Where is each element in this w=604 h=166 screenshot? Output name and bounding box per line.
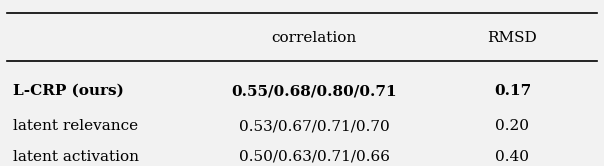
Text: RMSD: RMSD	[487, 31, 538, 45]
Text: 0.53/0.67/0.71/0.70: 0.53/0.67/0.71/0.70	[239, 119, 390, 133]
Text: correlation: correlation	[271, 31, 356, 45]
Text: 0.17: 0.17	[494, 84, 531, 98]
Text: latent relevance: latent relevance	[13, 119, 138, 133]
Text: latent activation: latent activation	[13, 150, 140, 164]
Text: 0.40: 0.40	[495, 150, 530, 164]
Text: 0.50/0.63/0.71/0.66: 0.50/0.63/0.71/0.66	[239, 150, 390, 164]
Text: 0.55/0.68/0.80/0.71: 0.55/0.68/0.80/0.71	[231, 84, 397, 98]
Text: 0.20: 0.20	[495, 119, 530, 133]
Text: L-CRP (ours): L-CRP (ours)	[13, 84, 124, 98]
